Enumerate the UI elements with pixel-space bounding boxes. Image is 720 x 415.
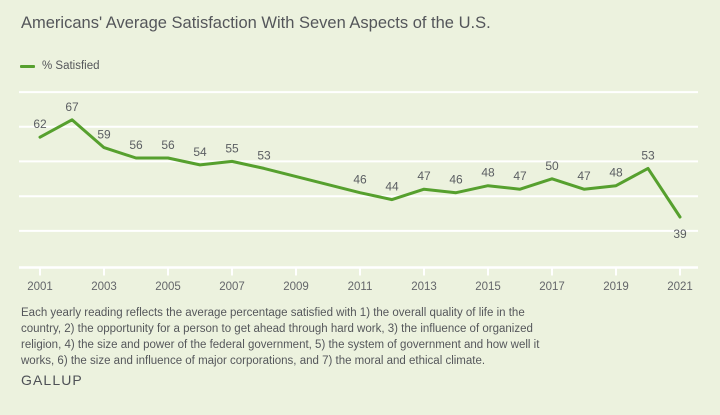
data-point-label: 46 — [353, 173, 367, 187]
x-axis-label: 2011 — [348, 281, 373, 293]
footnote-line-2: country, 2) the opportunity for a person… — [21, 323, 533, 335]
x-axis-label: 2005 — [155, 281, 181, 293]
data-point-label: 44 — [385, 180, 399, 194]
data-point-label: 53 — [641, 148, 655, 162]
data-point-label: 47 — [577, 169, 591, 183]
footnote-line-4: works, 6) the size and influence of majo… — [21, 355, 486, 367]
data-point-label: 67 — [65, 100, 79, 114]
satisfied-trend-line — [38, 118, 682, 219]
data-point-label: 53 — [257, 148, 271, 162]
x-axis-label: 2013 — [411, 281, 437, 293]
x-axis-label: 2017 — [539, 281, 565, 293]
data-point-label: 62 — [33, 117, 47, 131]
data-point-label: 59 — [97, 128, 111, 142]
data-point-label: 56 — [129, 138, 143, 152]
x-axis-label: 2015 — [475, 281, 501, 293]
footnote: Each yearly reading reflects the average… — [21, 305, 539, 369]
chart-title: Americans' Average Satisfaction With Sev… — [21, 14, 491, 32]
legend-label: % Satisfied — [42, 60, 100, 72]
x-axis-label: 2003 — [91, 281, 117, 293]
data-point-label: 48 — [481, 166, 495, 180]
data-point-label: 39 — [673, 227, 687, 241]
line-chart: 2001 2003 2005 2007 2009 2011 2013 2015 2017 2019… — [19, 91, 698, 293]
x-axis-label: 2019 — [603, 281, 629, 293]
legend-line-swatch — [20, 64, 35, 68]
gallup-logo: GALLUP — [21, 372, 83, 388]
x-axis-label: 2009 — [283, 281, 309, 293]
data-point-label: 47 — [417, 169, 431, 183]
footnote-line-3: religion, 4) the size and power of the f… — [21, 339, 540, 351]
footnote-line-1: Each yearly reading reflects the average… — [21, 307, 525, 319]
data-point-label: 55 — [225, 141, 239, 155]
data-point-label: 47 — [513, 169, 527, 183]
data-point-label: 54 — [193, 145, 207, 159]
data-point-label: 50 — [545, 159, 559, 173]
x-axis-label: 2007 — [219, 281, 245, 293]
x-axis-label: 2001 — [27, 281, 53, 293]
data-point-label: 56 — [161, 138, 175, 152]
x-axis-label: 2021 — [667, 281, 693, 293]
data-point-label: 48 — [609, 166, 623, 180]
data-point-label: 46 — [449, 173, 463, 187]
legend: % Satisfied — [20, 60, 100, 72]
